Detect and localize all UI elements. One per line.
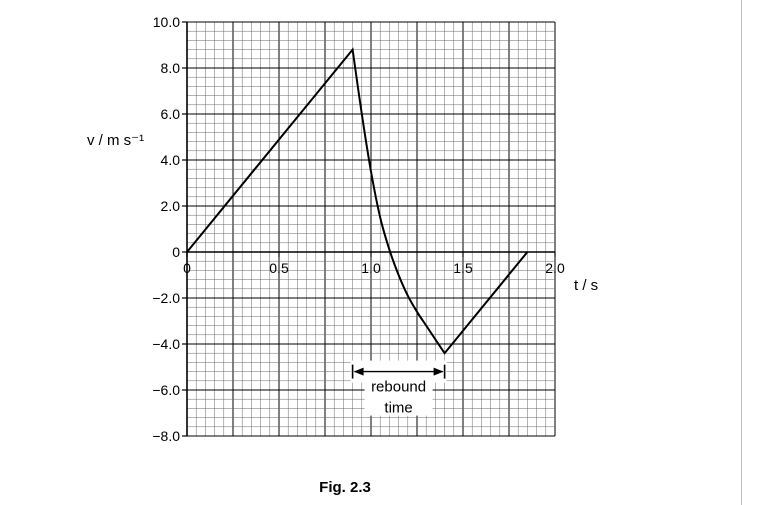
- y-tick-label: 4.0: [161, 152, 181, 168]
- x-tick-label: 1.5: [453, 260, 473, 276]
- data-series: [186, 47, 529, 355]
- axes: [182, 21, 556, 437]
- y-tick-label: 2.0: [161, 198, 181, 214]
- annotation-arrowhead-left: [353, 367, 364, 376]
- x-tick-label: 1.0: [361, 260, 381, 276]
- y-tick-label: −4.0: [152, 336, 180, 352]
- page-edge-divider: [741, 0, 742, 505]
- y-tick-label: 0: [172, 244, 180, 260]
- figure-caption: Fig. 2.3: [319, 479, 371, 496]
- x-tick-label: 0: [183, 260, 191, 276]
- y-tick-label: −8.0: [152, 428, 180, 444]
- annotation-label-line2: time: [384, 400, 412, 417]
- y-tick-label: −6.0: [152, 382, 180, 398]
- tick-labels: 10.08.06.04.02.00−2.0−4.0−6.0−8.00 0.5 1.0…: [152, 14, 565, 444]
- y-axis-label: v / m s⁻¹: [87, 132, 144, 149]
- annotation: rebound time: [350, 360, 447, 417]
- x-axis-label: t / s: [574, 277, 598, 294]
- x-tick-label: 2.0: [545, 260, 565, 276]
- x-tick-label: 0.5: [269, 260, 289, 276]
- annotation-arrowhead-right: [433, 367, 444, 376]
- y-tick-label: 8.0: [161, 60, 181, 76]
- annotation-label-background: [364, 375, 433, 416]
- y-tick-label: −2.0: [152, 290, 180, 306]
- y-tick-label: 10.0: [153, 14, 180, 30]
- velocity-time-line: [186, 47, 529, 355]
- annotation-label-line1: rebound: [371, 379, 426, 396]
- y-tick-label: 6.0: [161, 106, 181, 122]
